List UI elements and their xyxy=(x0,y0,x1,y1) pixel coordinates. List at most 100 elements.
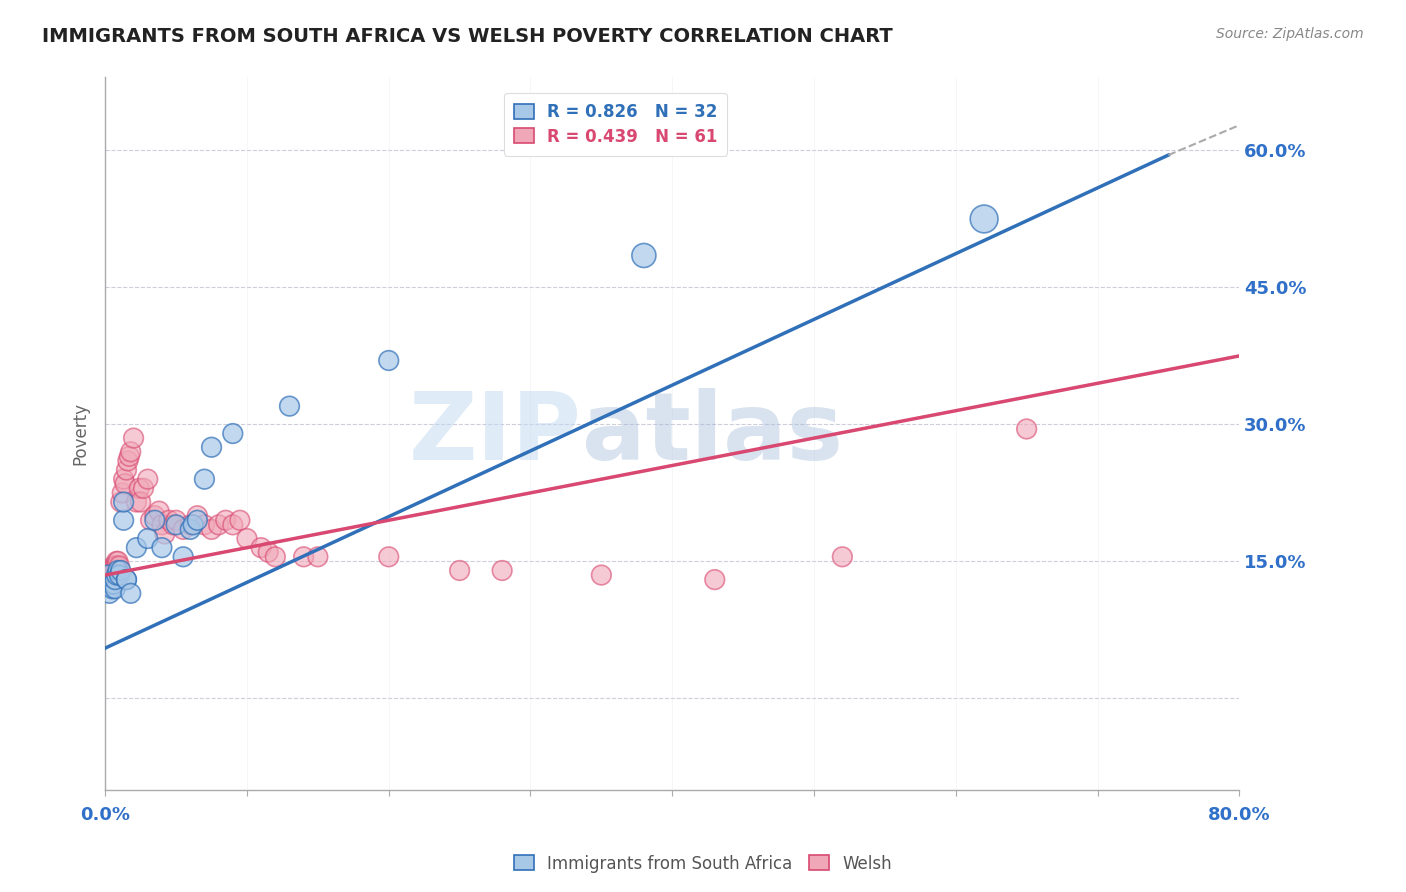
Point xyxy=(100,568,122,582)
Point xyxy=(172,523,194,537)
Point xyxy=(229,513,252,527)
Point xyxy=(200,523,222,537)
Point xyxy=(115,573,138,587)
Point xyxy=(120,444,142,458)
Point xyxy=(108,558,131,573)
Point xyxy=(264,549,287,564)
Point xyxy=(96,573,118,587)
Point xyxy=(125,541,148,555)
Point xyxy=(157,513,180,527)
Point xyxy=(215,513,238,527)
Point xyxy=(132,481,155,495)
Legend: R = 0.826   N = 32, R = 0.439   N = 61: R = 0.826 N = 32, R = 0.439 N = 61 xyxy=(503,93,727,155)
Point xyxy=(98,568,121,582)
Point xyxy=(107,564,129,578)
Point xyxy=(162,517,184,532)
Point xyxy=(101,564,124,578)
Point xyxy=(222,426,245,441)
Point xyxy=(112,495,135,509)
Point xyxy=(98,564,121,578)
Point xyxy=(107,554,129,568)
Point xyxy=(186,513,208,527)
Point xyxy=(104,558,127,573)
Point xyxy=(236,532,259,546)
Point xyxy=(136,472,159,486)
Point xyxy=(97,568,120,582)
Point xyxy=(165,517,187,532)
Text: atlas: atlas xyxy=(582,387,842,480)
Point xyxy=(150,541,173,555)
Point xyxy=(148,504,170,518)
Point xyxy=(125,495,148,509)
Point xyxy=(103,558,125,573)
Point xyxy=(207,517,229,532)
Point xyxy=(100,573,122,587)
Point xyxy=(143,508,166,523)
Point xyxy=(307,549,329,564)
Point xyxy=(104,573,127,587)
Point xyxy=(103,568,125,582)
Point xyxy=(105,554,128,568)
Point xyxy=(97,573,120,587)
Point xyxy=(115,573,138,587)
Text: IMMIGRANTS FROM SOUTH AFRICA VS WELSH POVERTY CORRELATION CHART: IMMIGRANTS FROM SOUTH AFRICA VS WELSH PO… xyxy=(42,27,893,45)
Point xyxy=(491,564,513,578)
Y-axis label: Poverty: Poverty xyxy=(72,402,89,465)
Point xyxy=(153,527,176,541)
Point xyxy=(105,568,128,582)
Point xyxy=(111,486,134,500)
Point xyxy=(179,517,201,532)
Point xyxy=(101,568,124,582)
Point xyxy=(278,399,301,413)
Point xyxy=(128,481,150,495)
Point xyxy=(129,495,152,509)
Point xyxy=(100,577,122,591)
Point xyxy=(633,248,655,262)
Point xyxy=(103,577,125,591)
Point xyxy=(186,508,208,523)
Point xyxy=(139,513,162,527)
Point xyxy=(115,463,138,477)
Point xyxy=(181,517,204,532)
Point xyxy=(97,568,120,582)
Point xyxy=(118,450,141,464)
Point xyxy=(257,545,280,559)
Point xyxy=(120,586,142,600)
Point xyxy=(250,541,273,555)
Point xyxy=(117,454,139,468)
Point xyxy=(703,573,725,587)
Point xyxy=(112,513,135,527)
Point xyxy=(104,564,127,578)
Text: Source: ZipAtlas.com: Source: ZipAtlas.com xyxy=(1216,27,1364,41)
Point xyxy=(110,564,132,578)
Point xyxy=(292,549,315,564)
Point xyxy=(136,532,159,546)
Point xyxy=(179,523,201,537)
Point xyxy=(104,582,127,596)
Point xyxy=(973,211,995,226)
Point xyxy=(1015,422,1038,436)
Text: 80.0%: 80.0% xyxy=(1208,806,1271,824)
Point xyxy=(143,513,166,527)
Point xyxy=(108,568,131,582)
Point xyxy=(449,564,471,578)
Point xyxy=(165,513,187,527)
Point xyxy=(114,476,136,491)
Point xyxy=(222,517,245,532)
Point xyxy=(112,472,135,486)
Point xyxy=(591,568,613,582)
Point xyxy=(200,440,222,454)
Point xyxy=(98,586,121,600)
Point xyxy=(831,549,853,564)
Point xyxy=(105,558,128,573)
Point xyxy=(110,495,132,509)
Legend: Immigrants from South Africa, Welsh: Immigrants from South Africa, Welsh xyxy=(508,848,898,880)
Point xyxy=(150,517,173,532)
Point xyxy=(193,517,215,532)
Point xyxy=(172,549,194,564)
Point xyxy=(377,353,399,368)
Point xyxy=(377,549,399,564)
Point xyxy=(101,582,124,596)
Point xyxy=(193,472,215,486)
Point xyxy=(122,431,145,445)
